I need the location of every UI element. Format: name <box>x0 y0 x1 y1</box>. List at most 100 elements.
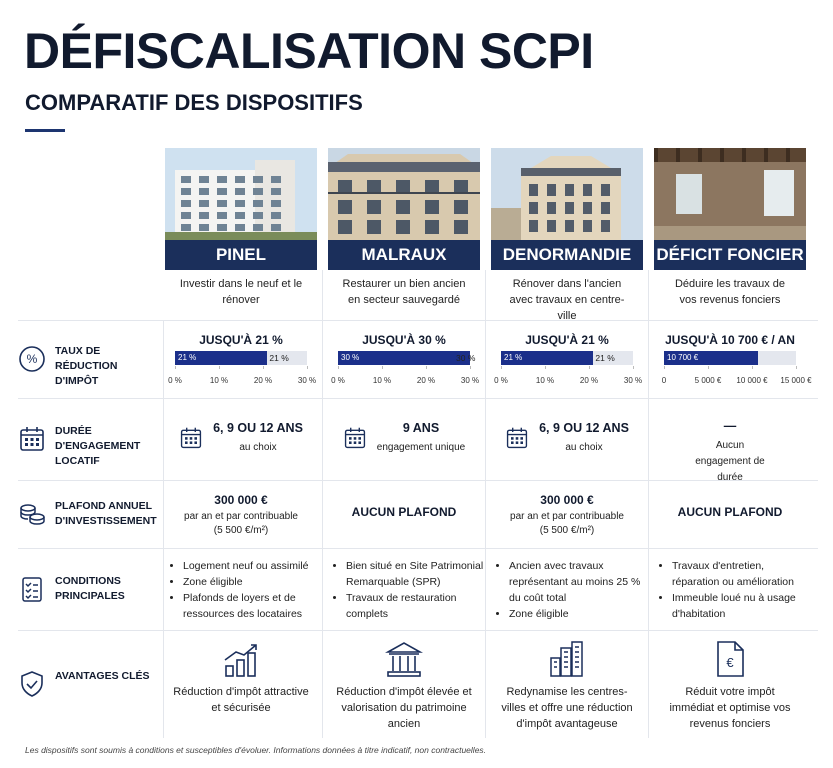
advantage-text: Redynamise les centres-villes et offre u… <box>501 686 633 730</box>
duration-text: 6, 9 OU 12 ANS au choix <box>539 420 629 456</box>
column-description: Investir dans le neuf et le rénover <box>179 278 303 306</box>
tick-mark <box>382 366 383 369</box>
icon-shape <box>583 220 592 232</box>
icon-shape <box>225 665 234 677</box>
duration-text: 9 ANS engagement unique <box>377 420 465 456</box>
icon-shape <box>235 224 245 231</box>
tick-mark <box>470 366 471 369</box>
ceiling-sub: (5 500 €/m²) <box>539 525 595 536</box>
icon-shape <box>560 647 572 677</box>
row-icon <box>18 425 46 458</box>
icon-shape <box>529 184 538 196</box>
column-description: Rénover dans l'ancien avec travaux en ce… <box>509 278 625 322</box>
icon-shape <box>217 224 227 231</box>
icon-shape <box>20 512 29 520</box>
row-label: DURÉE D'ENGAGEMENT LOCATIF <box>55 425 141 467</box>
icon-shape <box>29 513 45 521</box>
icon-shape <box>36 443 39 446</box>
icon-shape <box>571 641 583 677</box>
column-title: MALRAUX <box>328 240 480 270</box>
icon-shape <box>348 437 352 440</box>
icon-shape <box>181 212 191 219</box>
icon-shape <box>550 641 583 677</box>
tick-label: 10 % <box>209 376 229 385</box>
icon-shape <box>384 642 424 653</box>
icon-shape <box>271 224 281 231</box>
icon-shape: € <box>717 641 744 677</box>
icon-shape <box>353 437 357 440</box>
icon-shape <box>199 212 209 219</box>
row-label: CONDITIONS PRINCIPALES <box>55 575 125 602</box>
row-separator <box>18 398 818 399</box>
icon-shape <box>20 504 45 525</box>
title-rule <box>25 129 65 132</box>
icon-shape <box>199 188 209 195</box>
ceiling-cell: AUCUN PLAFOND <box>328 504 480 522</box>
icon-shape <box>194 437 198 440</box>
tick-mark <box>263 366 264 369</box>
icon-shape <box>25 438 39 446</box>
icon-shape <box>550 641 583 677</box>
icon-shape <box>199 176 209 183</box>
icon-shape <box>654 148 806 240</box>
icon-shape <box>734 642 743 651</box>
ceiling-main: AUCUN PLAFOND <box>351 505 457 519</box>
icon-shape: € <box>717 641 744 677</box>
icon-shape <box>21 671 43 697</box>
icon-shape <box>20 504 45 525</box>
ceiling-main: AUCUN PLAFOND <box>677 505 783 519</box>
bar-end-label: 30 % <box>456 353 476 363</box>
icon-shape <box>565 202 574 214</box>
icon-shape <box>764 148 768 162</box>
icon-shape <box>189 437 193 440</box>
icon-shape <box>565 220 574 232</box>
icon-shape <box>189 441 193 444</box>
ceiling-sub: (5 500 €/m²) <box>213 525 269 536</box>
icon-shape <box>235 200 245 207</box>
conditions-list: Travaux d'entretien, réparation ou améli… <box>660 558 814 622</box>
icon-shape <box>396 220 410 234</box>
icon-shape <box>425 180 439 194</box>
tick-label: 30 % <box>297 376 317 385</box>
rate-label: JUSQU'À 30 % <box>362 333 446 347</box>
tick-label: 20 % <box>416 376 436 385</box>
icon-shape <box>353 441 357 444</box>
icon-shape <box>217 212 227 219</box>
icon-shape <box>547 220 556 232</box>
icon-shape <box>271 176 281 183</box>
footnote: Les dispositifs sont soumis à conditions… <box>25 745 487 755</box>
duration-main: 6, 9 OU 12 ANS <box>539 421 629 435</box>
row-separator <box>18 548 818 549</box>
icon-shape <box>328 192 480 194</box>
icon-shape <box>21 671 43 697</box>
icon-shape <box>676 148 680 162</box>
duration-sub: Aucun engagement de durée <box>695 440 765 483</box>
rate-bar: 21 % <box>501 351 594 365</box>
conditions-list: Bien situé en Site Patrimonial Remarquab… <box>334 558 488 622</box>
icon-shape <box>348 437 361 444</box>
rate-bar: 30 % <box>338 351 470 365</box>
icon-shape <box>654 226 806 240</box>
icon-shape <box>199 224 209 231</box>
column-photo <box>165 148 317 245</box>
tick-label: 30 % <box>623 376 643 385</box>
icon-shape <box>583 184 592 196</box>
icon-shape <box>180 427 202 449</box>
icon-shape <box>515 441 519 444</box>
icon-shape <box>20 427 44 451</box>
icon-shape <box>425 220 439 234</box>
icon-shape <box>698 148 702 162</box>
icon-shape <box>30 438 34 441</box>
icon-shape <box>367 200 381 214</box>
row-label: PLAFOND ANNUEL D'INVESTISSEMENT <box>55 500 157 527</box>
condition-item: Bien situé en Site Patrimonial Remarquab… <box>346 558 488 590</box>
icon-shape <box>29 517 45 525</box>
column-separator <box>322 270 323 738</box>
icon-shape <box>511 437 514 440</box>
icon-shape <box>271 212 281 219</box>
tick-label: 0 % <box>494 376 508 385</box>
icon-shape <box>253 224 263 231</box>
tick-label: 0 % <box>331 376 345 385</box>
tick-mark <box>219 366 220 369</box>
icon-shape <box>217 200 227 207</box>
